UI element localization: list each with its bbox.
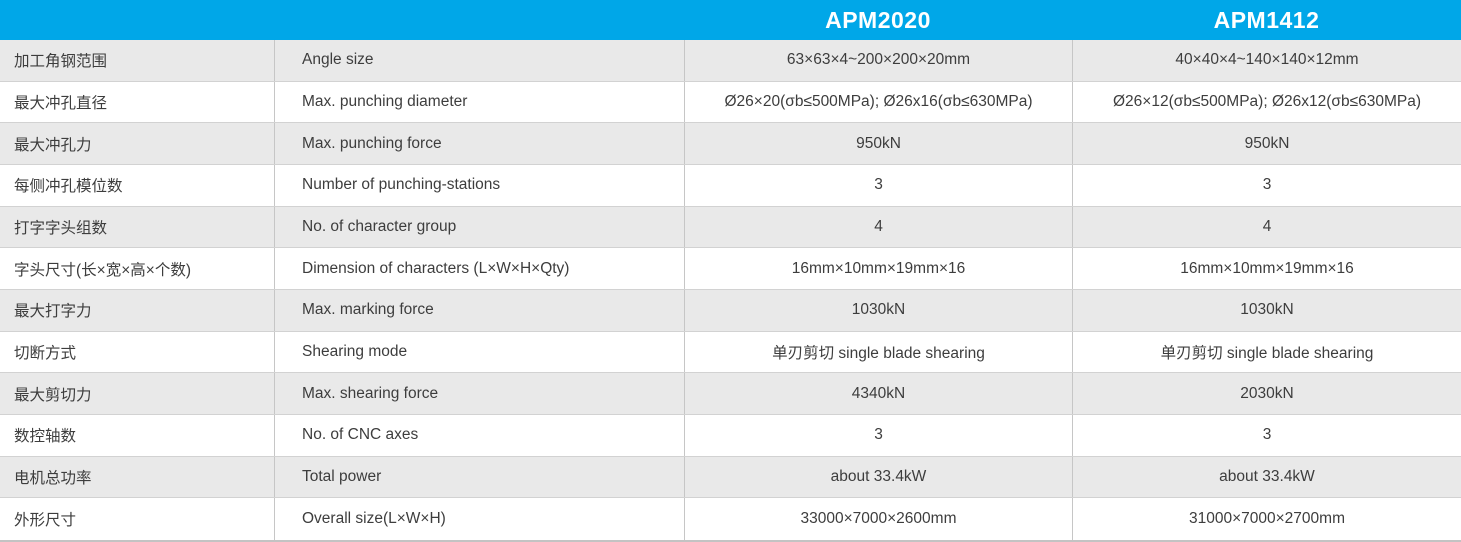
value-apm1412: 4 bbox=[1072, 206, 1461, 248]
value-apm2020: about 33.4kW bbox=[684, 456, 1072, 498]
value-apm1412: 3 bbox=[1072, 165, 1461, 206]
row-label-cn: 外形尺寸 bbox=[14, 512, 77, 530]
value-apm2020: 63×63×4~200×200×20mm bbox=[684, 40, 1072, 81]
row-label-en: Angle size bbox=[274, 40, 684, 81]
value-apm1412: about 33.4kW bbox=[1072, 456, 1461, 498]
value-apm2020: 950kN bbox=[684, 123, 1072, 164]
column-header-apm2020: APM2020 bbox=[825, 6, 931, 33]
table-header: APM2020 APM1412 bbox=[0, 0, 1461, 40]
row-label-en: Total power bbox=[274, 456, 684, 498]
value-apm2020: 4340kN bbox=[684, 373, 1072, 414]
row-label-cn: 每侧冲孔模位数 bbox=[14, 178, 123, 196]
row-label-cn: 最大冲孔力 bbox=[14, 136, 92, 154]
row-label-en: Dimension of characters (L×W×H×Qty) bbox=[274, 248, 684, 289]
value-apm1412: 950kN bbox=[1072, 123, 1461, 164]
value-apm1412: 2030kN bbox=[1072, 373, 1461, 414]
value-apm1412: 40×40×4~140×140×12mm bbox=[1072, 40, 1461, 81]
value-apm1412: 3 bbox=[1072, 415, 1461, 456]
row-label-en: Shearing mode bbox=[274, 331, 684, 373]
value-apm2020: 4 bbox=[684, 206, 1072, 248]
row-label-cn: 最大打字力 bbox=[14, 303, 92, 321]
row-label-en: No. of CNC axes bbox=[274, 415, 684, 456]
row-label-en: Max. shearing force bbox=[274, 373, 684, 414]
value-apm2020: 单刃剪切 single blade shearing bbox=[684, 331, 1072, 373]
value-apm2020: 3 bbox=[684, 415, 1072, 456]
row-label-cn: 切断方式 bbox=[14, 344, 77, 362]
table-row: 最大剪切力 Max. shearing force 4340kN 2030kN bbox=[0, 373, 1461, 415]
table-row: 打字字头组数 No. of character group 4 4 bbox=[0, 206, 1461, 249]
table-row: 电机总功率 Total power about 33.4kW about 33.4kW bbox=[0, 456, 1461, 499]
value-apm2020: 3 bbox=[684, 165, 1072, 206]
row-label-cn: 数控轴数 bbox=[14, 428, 77, 446]
table-row: 每侧冲孔模位数 Number of punching-stations 3 3 bbox=[0, 165, 1461, 207]
value-apm1412: 单刃剪切 single blade shearing bbox=[1072, 331, 1461, 373]
value-apm2020: 1030kN bbox=[684, 290, 1072, 331]
value-apm2020: 33000×7000×2600mm bbox=[684, 498, 1072, 540]
value-apm2020: Ø26×20(σb≤500MPa); Ø26x16(σb≤630MPa) bbox=[684, 81, 1072, 123]
table-row: 外形尺寸 Overall size(L×W×H) 33000×7000×2600mm… bbox=[0, 498, 1461, 540]
row-label-cn: 最大冲孔直径 bbox=[14, 94, 108, 112]
row-label-cn: 最大剪切力 bbox=[14, 386, 92, 404]
row-label-cn: 字头尺寸(长×宽×高×个数) bbox=[14, 261, 191, 279]
row-label-cn: 加工角钢范围 bbox=[14, 53, 108, 71]
table-row: 最大打字力 Max. marking force 1030kN 1030kN bbox=[0, 290, 1461, 332]
table-row: 最大冲孔力 Max. punching force 950kN 950kN bbox=[0, 123, 1461, 165]
column-header-apm1412: APM1412 bbox=[1213, 6, 1320, 33]
row-label-cn: 电机总功率 bbox=[14, 469, 92, 487]
table-body: 加工角钢范围 Angle size 63×63×4~200×200×20mm 40×4… bbox=[0, 40, 1461, 542]
table-row: 最大冲孔直径 Max. punching diameter Ø26×20(σb≤50… bbox=[0, 81, 1461, 124]
table-row: 切断方式 Shearing mode 单刃剪切 single blade shear… bbox=[0, 331, 1461, 374]
row-label-en: Overall size(L×W×H) bbox=[274, 498, 684, 540]
table-row: 加工角钢范围 Angle size 63×63×4~200×200×20mm 40×4… bbox=[0, 40, 1461, 82]
row-label-en: Number of punching-stations bbox=[274, 165, 684, 206]
value-apm1412: 31000×7000×2700mm bbox=[1072, 498, 1461, 540]
row-label-cn: 打字字头组数 bbox=[14, 219, 108, 237]
value-apm1412: 1030kN bbox=[1072, 290, 1461, 331]
value-apm1412: Ø26×12(σb≤500MPa); Ø26x12(σb≤630MPa) bbox=[1072, 81, 1461, 123]
table-row: 字头尺寸(长×宽×高×个数) Dimension of characters (L… bbox=[0, 248, 1461, 290]
value-apm2020: 16mm×10mm×19mm×16 bbox=[684, 248, 1072, 289]
value-apm1412: 16mm×10mm×19mm×16 bbox=[1072, 248, 1461, 289]
row-label-en: Max. punching force bbox=[274, 123, 684, 164]
row-label-en: No. of character group bbox=[274, 206, 684, 248]
table-row: 数控轴数 No. of CNC axes 3 3 bbox=[0, 415, 1461, 457]
row-label-en: Max. marking force bbox=[274, 290, 684, 331]
row-label-en: Max. punching diameter bbox=[274, 81, 684, 123]
